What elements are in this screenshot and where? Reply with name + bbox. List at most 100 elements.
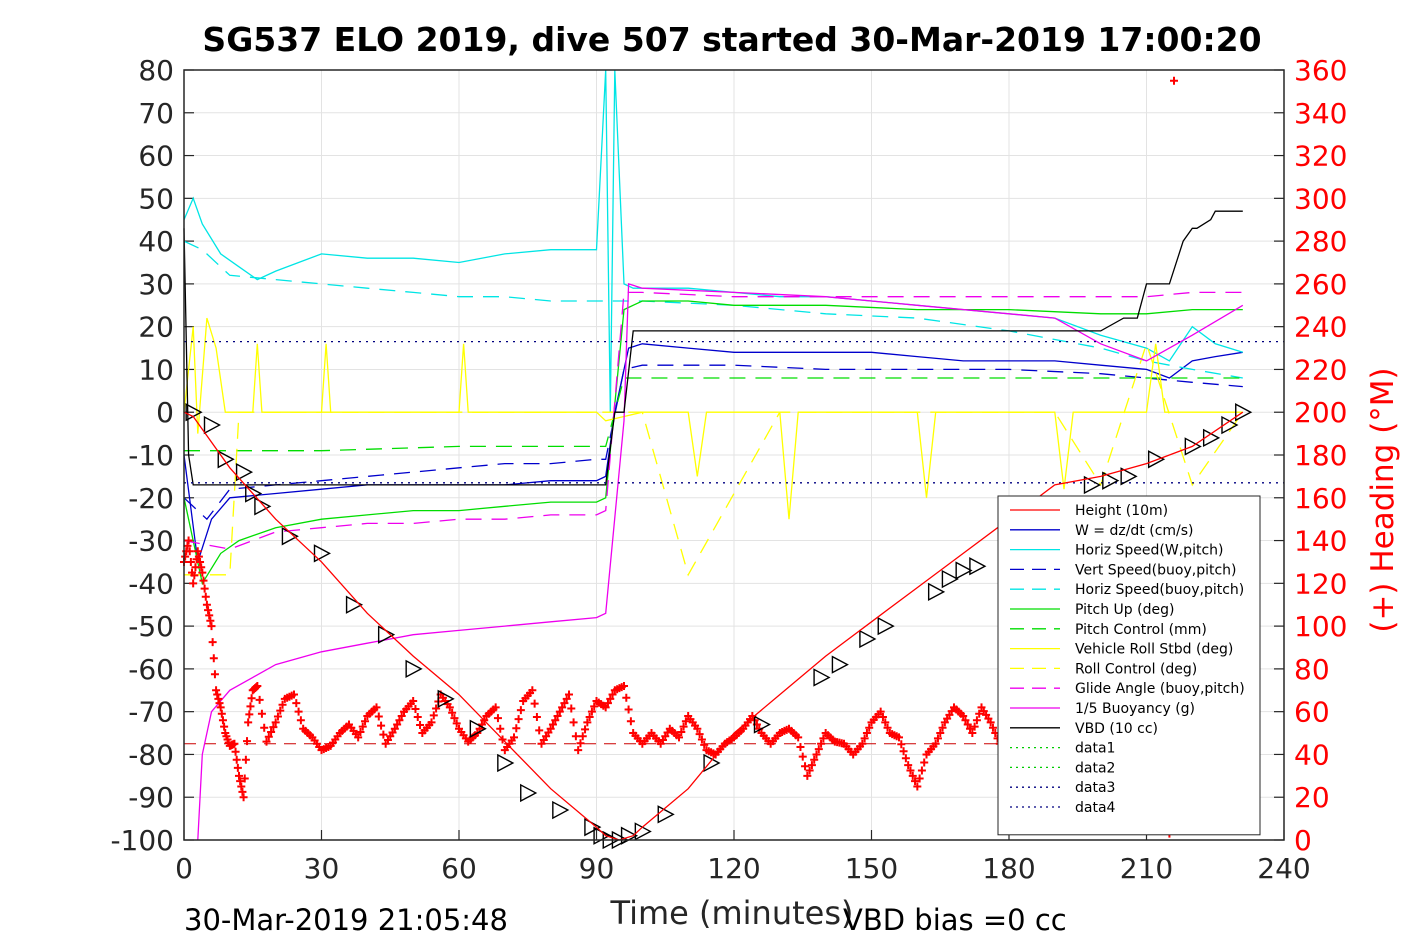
heading-point xyxy=(695,730,704,739)
heading-point xyxy=(236,777,245,786)
heading-point xyxy=(970,722,979,731)
depth-marker xyxy=(497,753,515,773)
heading-point xyxy=(624,705,633,714)
heading-point xyxy=(243,737,252,746)
legend-entry-label: 1/5 Buoyancy (g) xyxy=(1075,701,1195,717)
depth-marker xyxy=(235,462,254,482)
y-tick-label: -40 xyxy=(128,567,174,600)
x-tick-label: 90 xyxy=(579,852,615,885)
heading-point xyxy=(452,719,461,728)
depth-marker xyxy=(813,668,831,687)
y2-tick-label: 220 xyxy=(1294,353,1347,386)
heading-point xyxy=(810,755,819,764)
series-line-1-5-buoyancy-g xyxy=(197,283,1244,841)
heading-point xyxy=(574,746,583,755)
heading-point xyxy=(202,600,211,609)
y-tick-label: -80 xyxy=(128,738,174,771)
depth-marker xyxy=(859,629,877,649)
depth-marker xyxy=(703,753,721,773)
heading-point xyxy=(491,703,500,712)
y2-tick-label: 40 xyxy=(1294,738,1330,771)
heading-point xyxy=(193,547,202,556)
heading-point xyxy=(237,782,246,791)
heading-point xyxy=(807,761,816,770)
footer-vbd-bias: VBD bias =0 cc xyxy=(843,903,1067,937)
series-line-pitch-up-deg xyxy=(183,300,1243,586)
heading-point xyxy=(583,718,592,727)
heading-point xyxy=(622,693,631,702)
x-tick-label: 150 xyxy=(845,852,898,885)
heading-point xyxy=(581,725,590,734)
heading-point xyxy=(244,718,253,727)
depth-marker xyxy=(552,800,570,820)
heading-point xyxy=(913,782,922,791)
x-axis-label: Time (minutes) xyxy=(610,894,854,932)
depth-marker xyxy=(584,818,602,837)
depth-marker xyxy=(469,719,487,738)
heading-point xyxy=(908,771,917,780)
heading-point xyxy=(210,670,219,679)
heading-point xyxy=(220,722,229,731)
legend-entry-label: data4 xyxy=(1075,800,1116,816)
y-tick-label: 20 xyxy=(138,311,174,344)
heading-point xyxy=(232,755,241,764)
legend-entry-label: Glide Angle (buoy,pitch) xyxy=(1075,681,1245,697)
heading-point xyxy=(936,729,945,738)
heading-point xyxy=(603,699,612,708)
heading-point xyxy=(606,694,615,703)
heading-point xyxy=(276,706,285,715)
y2-tick-label: 320 xyxy=(1294,140,1347,173)
depth-marker xyxy=(927,582,946,602)
heading-point xyxy=(897,740,906,749)
y-tick-label: 70 xyxy=(138,97,174,130)
heading-point xyxy=(560,699,569,708)
heading-point xyxy=(901,754,910,763)
heading-point xyxy=(931,739,940,748)
heading-point xyxy=(255,695,264,704)
heading-point xyxy=(200,584,209,593)
legend-box xyxy=(997,495,1261,836)
heading-point xyxy=(801,762,810,771)
heading-point xyxy=(968,729,977,738)
heading-point xyxy=(264,732,273,741)
heading-point xyxy=(196,557,205,566)
legend-entry-label: data2 xyxy=(1075,760,1115,776)
heading-point xyxy=(920,758,929,767)
heading-point xyxy=(817,739,826,748)
depth-marker xyxy=(245,484,263,503)
heading-point xyxy=(184,536,193,545)
heading-point xyxy=(267,727,276,736)
heading-point xyxy=(354,733,363,742)
heading-point xyxy=(245,710,254,719)
heading-point xyxy=(546,724,555,733)
heading-point xyxy=(207,622,216,631)
series-line-w-dz-dt-cm-s xyxy=(183,343,1243,563)
y2-axis-label: (+) Heading (°M) xyxy=(1365,367,1401,632)
heading-point xyxy=(986,718,995,727)
y-tick-label: -20 xyxy=(128,482,174,515)
y-tick-label: 40 xyxy=(138,225,174,258)
heading-point xyxy=(257,709,266,718)
legend-entry-label: Pitch Up (deg) xyxy=(1075,602,1174,618)
y2-tick-label: 140 xyxy=(1294,525,1347,558)
heading-point xyxy=(548,720,557,729)
heading-point xyxy=(273,712,282,721)
heading-point xyxy=(216,703,225,712)
heading-point xyxy=(445,703,454,712)
heading-point xyxy=(215,699,224,708)
heading-point xyxy=(697,735,706,744)
x-tick-label: 240 xyxy=(1257,852,1310,885)
heading-point xyxy=(562,694,571,703)
heading-point xyxy=(794,733,803,742)
heading-point xyxy=(587,707,596,716)
heading-point xyxy=(198,568,207,577)
x-tick-label: 0 xyxy=(175,852,193,885)
heading-point xyxy=(966,724,975,733)
depth-marker xyxy=(877,616,895,636)
y2-tick-label: 60 xyxy=(1294,696,1330,729)
heading-point xyxy=(411,704,420,713)
y2-tick-label: 0 xyxy=(1294,824,1312,857)
heading-point xyxy=(553,711,562,720)
legend-entry-label: Height (10m) xyxy=(1075,503,1168,519)
heading-point xyxy=(429,711,438,720)
